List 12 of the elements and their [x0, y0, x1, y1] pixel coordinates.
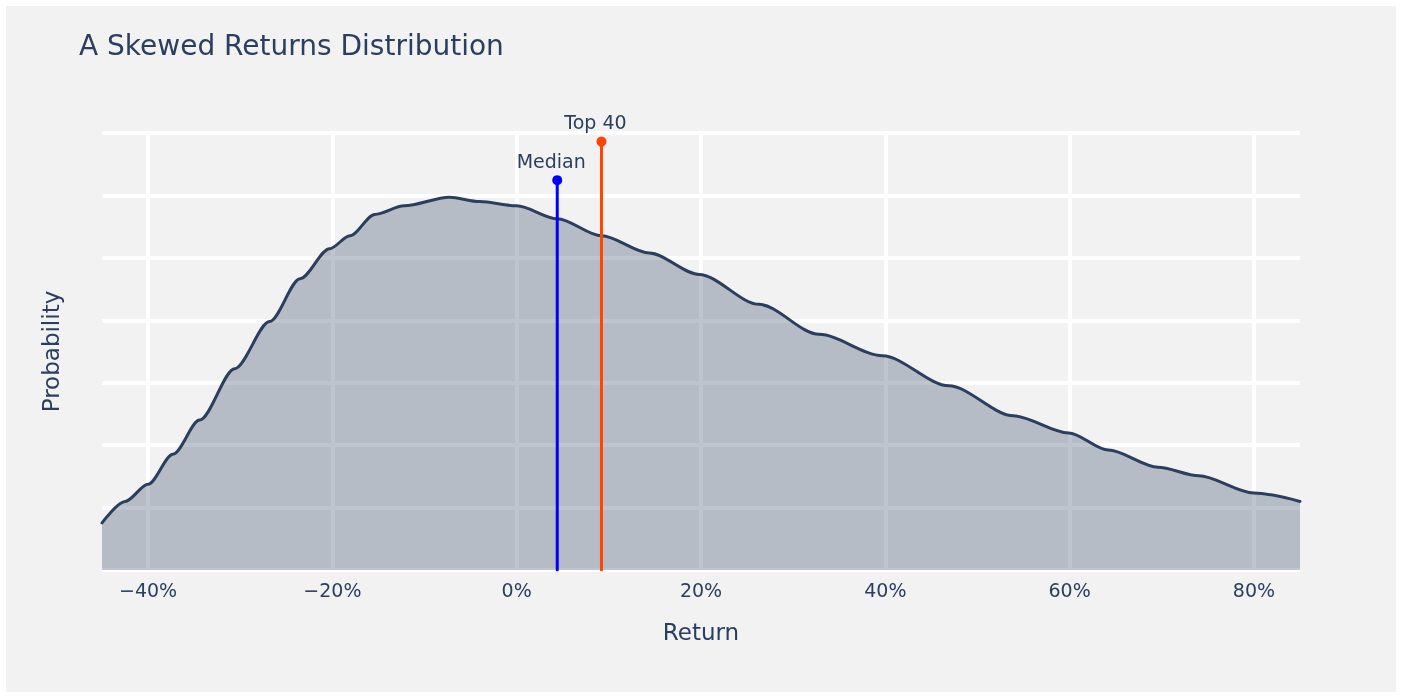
x-tick-label: 60% — [1048, 578, 1091, 601]
x-tick-label: −40% — [119, 578, 178, 601]
series-label: Top 40 — [563, 111, 627, 134]
x-tick-label: 20% — [679, 578, 723, 601]
x-tick-label: 80% — [1232, 578, 1276, 601]
x-tick-label: 40% — [864, 578, 907, 601]
series-label: Median — [516, 149, 586, 172]
x-tick-label: −20% — [303, 578, 362, 601]
x-tick-label: 0% — [501, 578, 532, 601]
chart-title: A Skewed Returns Distribution — [79, 28, 504, 62]
x-axis-title: Return — [662, 618, 740, 645]
y-axis-title: Probability — [37, 290, 64, 413]
